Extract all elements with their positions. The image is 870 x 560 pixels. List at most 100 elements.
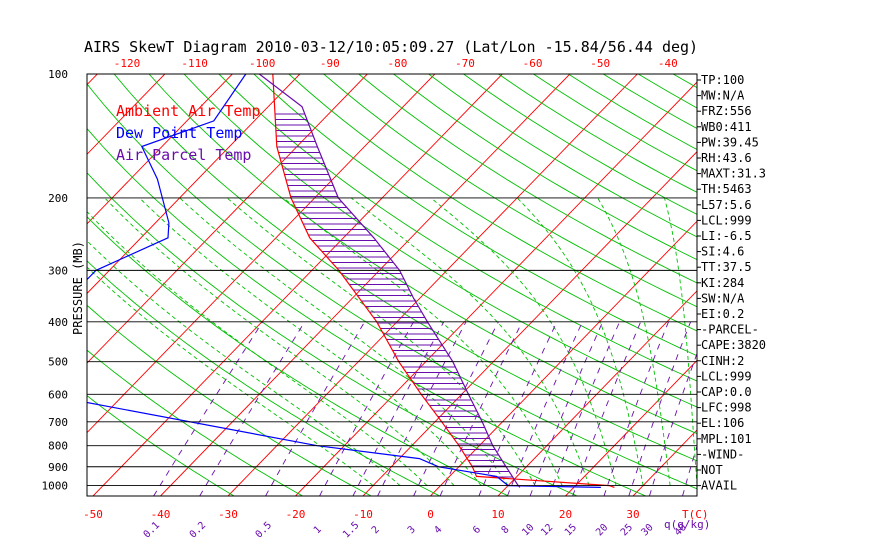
index-label: MAXT:31.3 [701,167,766,181]
mixing-ratio-unit: q(g/kg) [664,518,710,531]
mixing-ratio-tick-label: 12 [539,522,555,538]
pressure-tick-label: 900 [48,461,68,474]
top-temp-tick-label: -60 [523,57,543,70]
index-label: KI:284 [701,276,744,290]
mixing-ratio-line [506,321,583,496]
dry-adiabat [183,74,697,408]
legend-entry: Air Parcel Temp [116,146,251,164]
pressure-tick-label: 100 [48,68,68,81]
index-label: EI:0.2 [701,307,744,321]
isotherm-line [92,74,503,496]
mixing-ratio-line [478,321,558,496]
pressure-tick-label: 200 [48,192,68,205]
bottom-temp-tick-label: 20 [559,508,572,521]
mixing-ratio-line [439,321,523,496]
index-label: RH:43.6 [701,151,752,165]
isotherm-line [836,74,870,496]
index-label: CAPE:3820 [701,338,766,352]
dry-adiabat [253,74,697,357]
mixing-ratio-line [199,321,306,496]
pressure-tick-label: 400 [48,316,68,329]
mixing-ratio-line [413,321,499,496]
isotherm-line [768,74,870,496]
bottom-temp-tick-label: 0 [427,508,434,521]
mixing-ratio-tick-label: 2 [370,524,382,536]
mixing-ratio-tick-label: 15 [563,522,579,538]
bottom-temp-tick-label: 10 [491,508,504,521]
dry-adiabat [393,74,697,261]
series-line-0 [272,74,615,488]
dry-adiabat [428,74,697,238]
top-temp-tick-label: -70 [455,57,475,70]
cape-hatching [275,113,513,478]
bottom-temp-tick-label: -30 [218,508,238,521]
top-temp-tick-label: -120 [114,57,141,70]
mixing-ratio-line [377,321,467,496]
mixing-ratio-tick-label: 0.2 [188,520,209,541]
moist-adiabat [350,197,590,486]
top-temp-tick-label: -90 [320,57,340,70]
chart-frame [86,73,698,497]
chart-legend: Ambient Air Temp Dew Point Temp Air Parcel… [116,102,261,164]
index-label: NOT [701,463,723,477]
pressure-tick-label: 800 [48,440,68,453]
index-label: SI:4.6 [701,245,744,259]
mixing-ratio-tick-label: 8 [500,524,512,536]
isotherm-line [87,74,233,225]
mixing-ratio-tick-label: 1.5 [341,520,362,541]
mixing-ratio-line [352,321,445,496]
mixing-ratio-tick-label: 20 [594,522,610,538]
mixing-ratio-line [529,321,604,496]
series-line-1 [87,74,601,488]
index-label: SW:N/A [701,291,745,305]
isotherm-line [160,74,571,496]
chart-title: AIRS SkewT Diagram 2010-03-12/10:05:09.2… [84,38,698,56]
moist-adiabat [430,197,617,486]
isotherm-line [87,74,301,295]
index-label: LFC:998 [701,401,752,415]
dry-adiabat [743,74,870,496]
dry-adiabat [463,74,697,215]
index-label: LCL:999 [701,369,752,383]
index-label: AVAIL [701,479,737,493]
mixing-ratio-tick-label: 30 [639,522,655,538]
moist-adiabat [179,197,509,486]
mixing-ratio-line [265,321,365,496]
dry-adiabat [113,74,697,462]
pressure-tick-label: 600 [48,388,68,401]
mixing-ratio-tick-label: 4 [432,524,444,536]
mixing-ratio-tick-label: 1 [312,524,324,536]
dry-adiabat [778,74,870,496]
bottom-temp-tick-label: -20 [286,508,306,521]
mixing-ratio-tick-label: 0.1 [142,520,163,541]
isotherm-line [227,74,638,496]
mixing-ratio-line [648,352,697,496]
isotherm-line [87,74,436,434]
mixing-ratio-tick-label: 10 [520,522,536,538]
dry-adiabat [288,74,697,332]
mixing-ratio-tick-label: 25 [619,522,635,538]
moist-adiabat [104,197,455,486]
dry-adiabat [358,74,697,284]
pressure-tick-label: 1000 [42,480,69,493]
plot-border [86,73,698,497]
moist-adiabat [87,210,428,486]
pressure-tick-label: 300 [48,264,68,277]
dry-adiabat [323,74,697,308]
top-temp-tick-label: -100 [249,57,276,70]
mixing-ratio-tick-label: 6 [471,524,483,536]
index-label: LI:-6.5 [701,229,752,243]
index-label: CINH:2 [701,354,744,368]
index-label: L57:5.6 [701,198,752,212]
bottom-temp-tick-label: -40 [151,508,171,521]
moist-adiabat [283,197,563,486]
index-label: MPL:101 [701,432,752,446]
mixing-ratio-line [319,321,414,496]
index-label: WB0:411 [701,120,752,134]
isotherm-line [87,74,166,155]
index-label: -WIND- [701,447,744,461]
bottom-temp-tick-label: -10 [353,508,373,521]
